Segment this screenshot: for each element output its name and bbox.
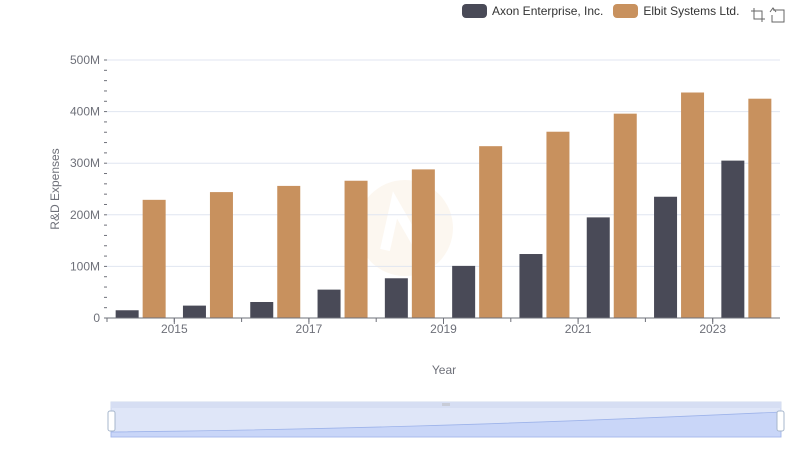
bar-axon-2016[interactable]: [250, 302, 274, 318]
bar-axon-2023[interactable]: [721, 160, 745, 318]
x-tick-label: 2017: [296, 322, 323, 336]
x-tick-label: 2019: [430, 322, 457, 336]
x-axis: 2015 2017 2019 2021 2023: [106, 318, 726, 336]
bar-axon-2015[interactable]: [182, 305, 206, 318]
y-axis-minor-ticks: [104, 59, 107, 319]
y-tick-label: 0: [93, 311, 100, 325]
bar-axon-2020[interactable]: [519, 254, 543, 318]
bar-elbit-2021[interactable]: [613, 113, 637, 318]
bar-axon-2022[interactable]: [654, 196, 678, 318]
data-zoom-preview-area: [110, 411, 782, 438]
legend-label-axon: Axon Enterprise, Inc.: [492, 4, 604, 18]
data-zoom-left-handle[interactable]: [107, 410, 116, 432]
legend-item-elbit[interactable]: Elbit Systems Ltd.: [613, 4, 739, 18]
restore-icon[interactable]: [769, 6, 787, 24]
legend-swatch-axon: [462, 4, 487, 18]
bar-elbit-2018[interactable]: [411, 169, 435, 318]
bar-elbit-2017[interactable]: [344, 180, 368, 318]
bar-axon-2019[interactable]: [452, 265, 476, 318]
bar-elbit-2020[interactable]: [546, 131, 570, 318]
data-zoom-selection[interactable]: [111, 408, 781, 437]
x-axis-title: Year: [432, 363, 456, 377]
bar-axon-2017[interactable]: [317, 289, 341, 318]
data-zoom-grip[interactable]: [442, 403, 450, 406]
data-zoom-right-handle[interactable]: [776, 410, 785, 432]
data-zoom-slider[interactable]: [107, 401, 785, 438]
watermark-logo: [357, 180, 453, 276]
bar-elbit-2022[interactable]: [681, 92, 705, 319]
y-tick-label: 300M: [70, 156, 100, 170]
bar-axon-2018[interactable]: [384, 278, 408, 318]
bar-axon-2021[interactable]: [586, 217, 610, 318]
y-tick-label: 100M: [70, 259, 100, 273]
bar-elbit-2015[interactable]: [209, 192, 233, 318]
y-tick-label: 400M: [70, 105, 100, 119]
legend-item-axon[interactable]: Axon Enterprise, Inc.: [462, 4, 603, 18]
y-axis-title: R&D Expenses: [48, 148, 62, 229]
zoom-icon[interactable]: [749, 6, 767, 24]
bar-elbit-2019[interactable]: [479, 146, 503, 318]
x-tick-label: 2021: [565, 322, 592, 336]
y-tick-label: 500M: [70, 53, 100, 67]
legend: Axon Enterprise, Inc. Elbit Systems Ltd.: [462, 4, 749, 18]
y-axis: 0 100M 200M 300M 400M 500M: [70, 53, 100, 325]
bars: [115, 92, 772, 319]
toolbox: [747, 6, 787, 24]
x-tick-label: 2023: [699, 322, 726, 336]
bar-elbit-2023[interactable]: [748, 98, 772, 318]
legend-label-elbit: Elbit Systems Ltd.: [643, 4, 740, 18]
bar-axon-2014[interactable]: [115, 310, 139, 318]
x-tick-label: 2015: [161, 322, 188, 336]
legend-swatch-elbit: [613, 4, 639, 18]
data-zoom-top-bar[interactable]: [111, 402, 781, 408]
y-tick-label: 200M: [70, 208, 100, 222]
bar-elbit-2016[interactable]: [277, 185, 301, 318]
bar-elbit-2014[interactable]: [142, 199, 166, 318]
